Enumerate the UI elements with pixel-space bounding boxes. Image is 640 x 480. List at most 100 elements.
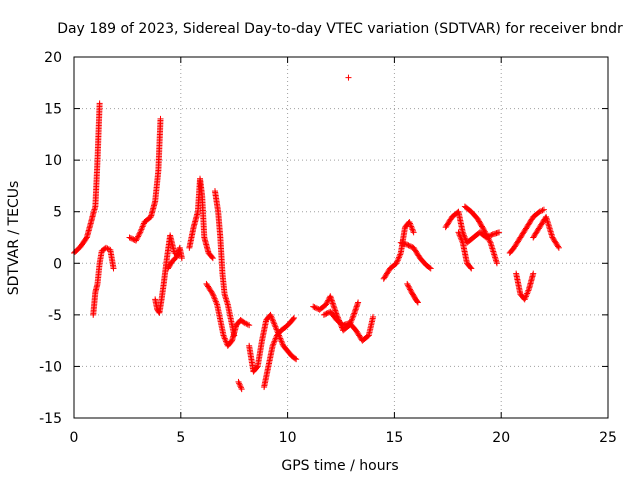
data-point (253, 364, 260, 371)
data-point (244, 321, 251, 328)
data-point (483, 231, 490, 238)
data-point (482, 230, 489, 237)
series-arc4 (152, 232, 182, 316)
data-point (272, 335, 279, 342)
data-point (132, 237, 139, 244)
data-point (350, 313, 357, 320)
data-point (235, 378, 242, 385)
data-point (407, 286, 414, 293)
data-point (457, 235, 464, 242)
data-point (135, 232, 142, 239)
data-point (485, 235, 492, 242)
data-point (323, 310, 330, 317)
data-point (348, 316, 355, 323)
data-point (136, 230, 143, 237)
data-point (238, 386, 245, 393)
data-point (456, 232, 463, 239)
series-arc3 (126, 115, 164, 244)
data-point (394, 257, 401, 264)
data-point (457, 233, 464, 240)
data-point (139, 224, 146, 231)
data-point (479, 224, 486, 231)
data-point (279, 339, 286, 346)
data-point (407, 221, 414, 228)
data-point (414, 298, 421, 305)
data-point (493, 260, 500, 267)
y-tick-labels: -15 -10 -5 0 5 10 15 20 (39, 50, 62, 427)
axis-ticks (73, 56, 609, 419)
data-point (409, 226, 416, 233)
data-point (525, 287, 532, 294)
series-arc10 (246, 311, 300, 375)
data-point (236, 380, 243, 387)
y-tick-label: -5 (48, 308, 62, 324)
chart-title: Day 189 of 2023, Sidereal Day-to-day VTE… (57, 21, 623, 37)
data-points (71, 74, 562, 393)
data-point (458, 236, 465, 243)
data-point (406, 242, 413, 249)
data-point (241, 320, 248, 327)
data-point (222, 338, 229, 345)
data-point (208, 254, 215, 261)
data-point (133, 236, 140, 243)
data-point (139, 223, 146, 230)
data-point (522, 293, 529, 300)
data-point (481, 228, 488, 235)
data-point (268, 314, 275, 321)
data-point (312, 304, 319, 311)
data-point (404, 282, 411, 289)
series-arc17 (404, 280, 421, 306)
data-point (271, 322, 278, 329)
series-arc1 (71, 100, 103, 256)
x-tick-label: 10 (279, 430, 297, 446)
data-point (405, 283, 412, 290)
data-point (222, 336, 229, 343)
data-point (277, 336, 284, 343)
data-point (345, 74, 352, 81)
data-point (279, 341, 286, 348)
data-point (110, 265, 117, 272)
data-point (271, 320, 278, 327)
data-point (395, 255, 402, 262)
data-point (246, 322, 253, 329)
data-point (269, 342, 276, 349)
series-arc12 (310, 293, 362, 334)
data-point (406, 219, 413, 226)
data-point (475, 217, 482, 224)
data-point (272, 336, 279, 343)
data-point (212, 298, 219, 305)
data-point (209, 255, 216, 262)
data-point (408, 243, 415, 250)
data-point (536, 208, 543, 215)
grid (74, 57, 608, 418)
data-point (209, 289, 216, 296)
data-point (270, 339, 277, 346)
data-point (410, 227, 417, 234)
data-point (293, 356, 300, 363)
x-tick-label: 5 (176, 430, 185, 446)
series-arc7 (203, 280, 253, 349)
data-point (269, 316, 276, 323)
data-point (211, 295, 218, 302)
data-point (393, 260, 400, 267)
series-arc22 (513, 270, 537, 303)
series-arc16 (397, 239, 434, 272)
data-point (220, 332, 227, 339)
data-point (540, 206, 547, 213)
data-point (480, 226, 487, 233)
data-point (134, 234, 141, 241)
data-point (478, 222, 485, 229)
series-arc9 (235, 378, 245, 393)
data-point (426, 264, 433, 271)
data-point (221, 335, 228, 342)
plot-frame (73, 56, 609, 419)
series-arc6 (186, 175, 216, 262)
data-point (209, 291, 216, 298)
data-point (221, 333, 228, 340)
y-tick-label: 5 (53, 205, 62, 221)
data-point (478, 223, 485, 230)
y-tick-label: 0 (53, 256, 62, 272)
data-point (404, 241, 411, 248)
x-tick-label: 25 (599, 430, 617, 446)
